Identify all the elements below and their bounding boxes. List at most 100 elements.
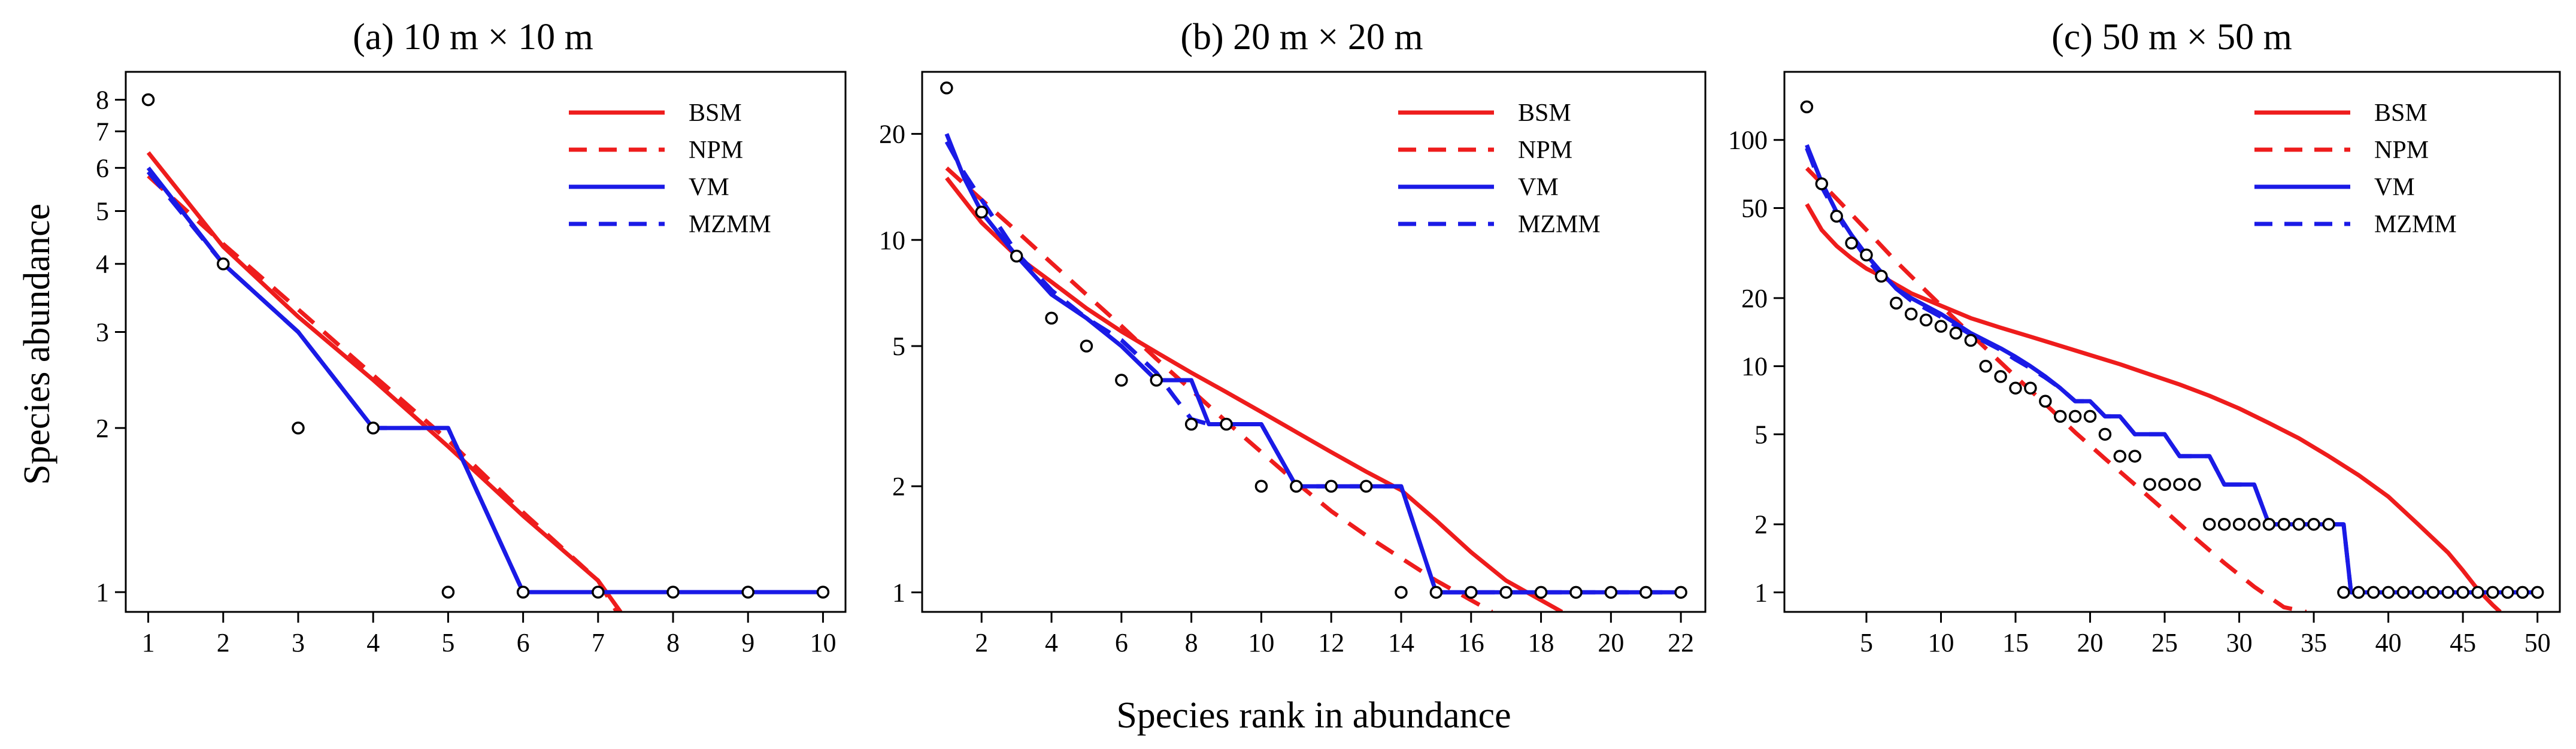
panel-b-x-tick-label: 10	[1248, 628, 1274, 657]
panel-b-x-tick-label: 16	[1458, 628, 1484, 657]
panel-c-observed-point	[2053, 410, 2067, 423]
panel-c-y-tick-label: 5	[1754, 420, 1768, 449]
panel-c-observed-point	[2217, 517, 2231, 531]
panel-a-observed-point	[816, 586, 830, 599]
panel-a-y-tick-label: 1	[96, 578, 109, 607]
panel-c-y-tick-label: 100	[1728, 126, 1768, 155]
panel-b-x-tick-label: 12	[1318, 628, 1344, 657]
panel-b-series-vm-line	[944, 133, 1681, 595]
panel-c-observed-point	[2128, 450, 2141, 463]
panel-c-x-tick-label: 15	[2002, 628, 2029, 657]
panel-c-y-tick-label: 10	[1741, 352, 1768, 381]
panel-a-x-tick-label: 7	[592, 628, 605, 657]
panel-c-observed-point	[2262, 517, 2276, 531]
panel-c-x-tick-label: 10	[1928, 628, 1954, 657]
panel-c-x-tick-label: 20	[2077, 628, 2104, 657]
panel-c-observed-point	[2277, 517, 2291, 531]
panel-c-title: (c) 50 m × 50 m	[2051, 17, 2292, 57]
panel-c-observed-point	[2203, 517, 2216, 531]
panel-c-observed-point	[2247, 517, 2261, 531]
panel-b-observed-point	[1045, 311, 1058, 325]
panel-a-x-tick-label: 3	[292, 628, 305, 657]
panel-a-x-tick-label: 9	[741, 628, 754, 657]
panel-a-observed-point	[366, 421, 380, 435]
panel-a-observed-point	[666, 586, 680, 599]
panel-c-observed-point	[2098, 427, 2112, 441]
panel-b-x-tick-label: 2	[975, 628, 988, 657]
panel-c-y-tick-label: 1	[1754, 578, 1768, 607]
panel-b-observed-point	[1184, 417, 1198, 431]
panel-c-plot-area	[1800, 100, 2544, 612]
panel-c-x-tick-label: 50	[2525, 628, 2551, 657]
panel-b-x-tick-label: 8	[1185, 628, 1198, 657]
panel-c-observed-point	[2232, 517, 2246, 531]
panel-b-series-bsm-line	[945, 177, 1563, 612]
panel-c-observed-point	[1979, 359, 1992, 373]
panel-c-y-tick-label: 20	[1741, 284, 1768, 313]
panel-c-observed-point	[2486, 586, 2499, 599]
panel-c-x-tick-label: 5	[1860, 628, 1873, 657]
panel-c-x-tick-label: 45	[2450, 628, 2476, 657]
panel-b-observed-point	[1254, 480, 1268, 493]
panel-b: (b) 20 m × 20 m 2 4 6 8 10 12 14 16 18 20 22125102…	[879, 17, 1707, 657]
panel-c-legend-label-bsm: BSM	[2374, 99, 2427, 127]
panel-a-plot-area	[141, 93, 830, 612]
panel-b-observed-point	[1150, 374, 1163, 387]
panel-c-observed-point	[2396, 586, 2410, 599]
panel-b-observed-point	[1499, 586, 1513, 599]
panel-b-x-tick-label: 22	[1668, 628, 1694, 657]
panel-b-observed-point	[940, 81, 953, 95]
panel-b-y-tick-label: 10	[879, 226, 905, 255]
panel-c-series-npm-line	[1805, 166, 2307, 612]
panel-c-observed-point	[2352, 586, 2365, 599]
panel-b-x-tick-label: 14	[1388, 628, 1414, 657]
panel-a-plot-frame	[125, 71, 847, 613]
panel-c-observed-point	[2307, 517, 2320, 531]
panel-c-observed-point	[2173, 478, 2186, 491]
panel-c-x-tick-label: 30	[2226, 628, 2253, 657]
panel-b-y-tick-label: 5	[892, 332, 905, 361]
panel-b-legend-label-bsm: BSM	[1518, 99, 1571, 127]
panel-a-y-tick-label: 8	[96, 86, 109, 115]
panel-a-observed-point	[592, 586, 605, 599]
panel-b-observed-point	[1325, 480, 1338, 493]
panel-a-observed-point	[516, 586, 530, 599]
panel-c-observed-point	[2411, 586, 2425, 599]
panel-a-series-npm-line	[147, 174, 619, 612]
panel-c-observed-point	[2039, 395, 2052, 408]
panel-b-x-tick-label: 4	[1045, 628, 1058, 657]
panel-b-observed-point	[1290, 480, 1303, 493]
panel-a-y-tick-label: 7	[96, 117, 109, 146]
panel-b-observed-point	[1465, 586, 1478, 599]
panel-b-observed-point	[1395, 586, 1408, 599]
panel-c-observed-point	[2471, 586, 2484, 599]
panel-c-observed-point	[1890, 296, 1903, 310]
panel-c-observed-point	[2441, 586, 2454, 599]
panel-c-observed-point	[2456, 586, 2469, 599]
panel-c-observed-point	[2113, 450, 2127, 463]
panel-c-observed-point	[2158, 478, 2171, 491]
panel-b-legend-label-vm: VM	[1518, 174, 1559, 201]
panel-a-x-tick-label: 6	[517, 628, 530, 657]
panel-a-observed-point	[441, 586, 455, 599]
panel-c-legend-label-mzmm: MZMM	[2374, 211, 2457, 238]
panel-c-legend-label-npm: NPM	[2374, 137, 2429, 164]
panel-c-observed-point	[1904, 307, 1918, 321]
panel-c-x-tick-label: 25	[2151, 628, 2178, 657]
panel-a-title: (a) 10 m × 10 m	[353, 17, 593, 57]
panel-a-x-tick-label: 10	[810, 628, 836, 657]
panel-b-legend-label-mzmm: MZMM	[1518, 211, 1601, 238]
panel-b-x-tick-label: 6	[1115, 628, 1128, 657]
panel-b-legend-label-npm: NPM	[1518, 137, 1572, 164]
panel-b-x-tick-label: 18	[1528, 628, 1554, 657]
panel-b-plot-area	[940, 81, 1687, 612]
panel-c: (c) 50 m × 50 m 5 10 15 20 25 30 35 40 45 5012510…	[1728, 17, 2561, 657]
panel-b-observed-point	[1569, 586, 1583, 599]
x-axis-label: Species rank in abundance	[1116, 695, 1511, 736]
panel-a-observed-point	[217, 257, 230, 271]
panel-c-observed-point	[1994, 370, 2007, 383]
panel-c-observed-point	[1800, 100, 1814, 114]
panel-a-observed-point	[292, 421, 305, 435]
panel-a-y-tick-label: 4	[96, 250, 109, 279]
